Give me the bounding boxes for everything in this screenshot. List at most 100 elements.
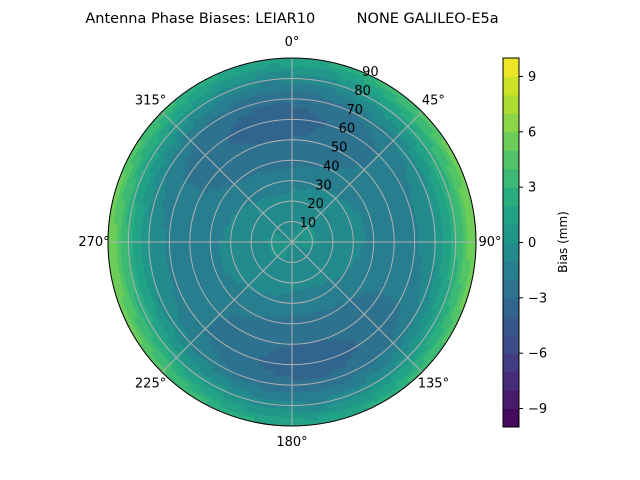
colorbar-level (503, 113, 519, 133)
contour-cell (242, 243, 248, 248)
contour-cell (291, 90, 303, 96)
contour-cell (291, 65, 305, 71)
contour-cell (282, 106, 293, 112)
contour-cell (282, 110, 293, 116)
contour-cell (222, 234, 228, 241)
contour-cell (295, 294, 301, 300)
contour-cell (286, 164, 293, 169)
contour-cell (291, 123, 301, 129)
contour-cell (287, 188, 293, 194)
colorbar-level (503, 131, 519, 151)
contour-cell (288, 192, 293, 198)
angular-tick-label: 270° (78, 235, 109, 250)
contour-cell (280, 392, 293, 398)
angular-tick-label: 135° (418, 376, 449, 391)
contour-cell (291, 168, 298, 173)
polar-grid (107, 57, 477, 427)
colorbar-level (503, 260, 519, 280)
contour-cell (287, 298, 293, 304)
contour-cell (201, 244, 207, 252)
contour-cell (291, 106, 302, 112)
contour-cell (291, 413, 305, 419)
radial-tick-label: 50 (331, 141, 348, 156)
colorbar-level (503, 297, 519, 317)
contour-cell (280, 82, 293, 88)
contour-cell (287, 290, 293, 296)
contour-cell (291, 290, 297, 296)
contour-cell (287, 294, 293, 300)
contour-cell (234, 243, 240, 249)
contour-cell (279, 65, 293, 71)
contour-cell (281, 102, 293, 108)
angular-tick-label: 90° (478, 235, 501, 250)
contour-cell (291, 143, 300, 149)
colorbar-level (503, 76, 519, 96)
radial-tick-label: 30 (315, 178, 332, 193)
contour-cell (285, 147, 293, 153)
contour-cell (285, 151, 293, 157)
contour-cell (356, 234, 362, 241)
contour-cell (201, 232, 207, 240)
contour-cell (291, 188, 297, 194)
colorbar-level (503, 58, 519, 77)
contour-cell (279, 413, 293, 419)
contour-cell (340, 236, 346, 241)
colorbar-level (503, 205, 519, 225)
contour-cell (283, 123, 293, 129)
contour-cell (222, 243, 228, 250)
contour-cell (291, 86, 304, 92)
colorbar-level (503, 390, 519, 410)
angular-tick-label: 315° (135, 94, 166, 109)
contour-cell (291, 315, 298, 320)
radial-tick-label: 70 (346, 103, 363, 118)
contour-cell (291, 61, 305, 67)
colorbar-tick-label: 0 (528, 236, 536, 251)
colorbar-level (503, 94, 519, 114)
contour-cell (291, 335, 300, 341)
contour-cell (291, 417, 305, 423)
contour-cell (282, 372, 293, 378)
contour-cell (360, 244, 366, 251)
colorbar: −9 −6 −3 0 3 6 9 (502, 57, 547, 428)
contour-cell (291, 396, 304, 402)
contour-cell (291, 372, 302, 378)
contour-cell (291, 392, 304, 398)
contour-cell (279, 61, 293, 67)
contour-cell (281, 388, 293, 394)
contour-cell (214, 244, 220, 251)
contour-cell (291, 180, 297, 186)
contour-cell (294, 286, 300, 292)
colorbar-level (503, 168, 519, 188)
contour-cell (284, 335, 293, 341)
contour-cell (279, 69, 293, 76)
contour-cell (377, 244, 383, 252)
colorbar-tick-label: −3 (528, 291, 547, 306)
contour-cell (291, 355, 301, 361)
radial-tick-label: 80 (354, 84, 371, 99)
contour-cell (284, 143, 293, 149)
colorbar-level (503, 279, 519, 299)
colorbar-level (503, 353, 519, 373)
contour-cell (279, 417, 293, 423)
contour-cell (286, 315, 293, 320)
colorbar-tick-label: 6 (528, 125, 536, 140)
contour-cell (291, 351, 301, 357)
contour-cell (282, 368, 293, 374)
contour-cell (286, 172, 293, 178)
contour-cell (295, 290, 300, 296)
contour-cell (279, 408, 293, 415)
radial-tick-label: 20 (307, 197, 324, 212)
contour-cell (283, 184, 289, 190)
contour-cell (291, 69, 305, 76)
contour-cell (291, 376, 303, 382)
colorbar-tick-label: −6 (528, 347, 547, 362)
contour-cell (291, 306, 298, 312)
contour-cell (238, 243, 244, 248)
contour-cell (286, 168, 293, 173)
contour-cell (356, 243, 362, 250)
contour-cell (283, 355, 293, 361)
angular-tick-label: 225° (135, 376, 166, 391)
contour-cell (291, 147, 299, 153)
contour-cell (291, 388, 303, 394)
